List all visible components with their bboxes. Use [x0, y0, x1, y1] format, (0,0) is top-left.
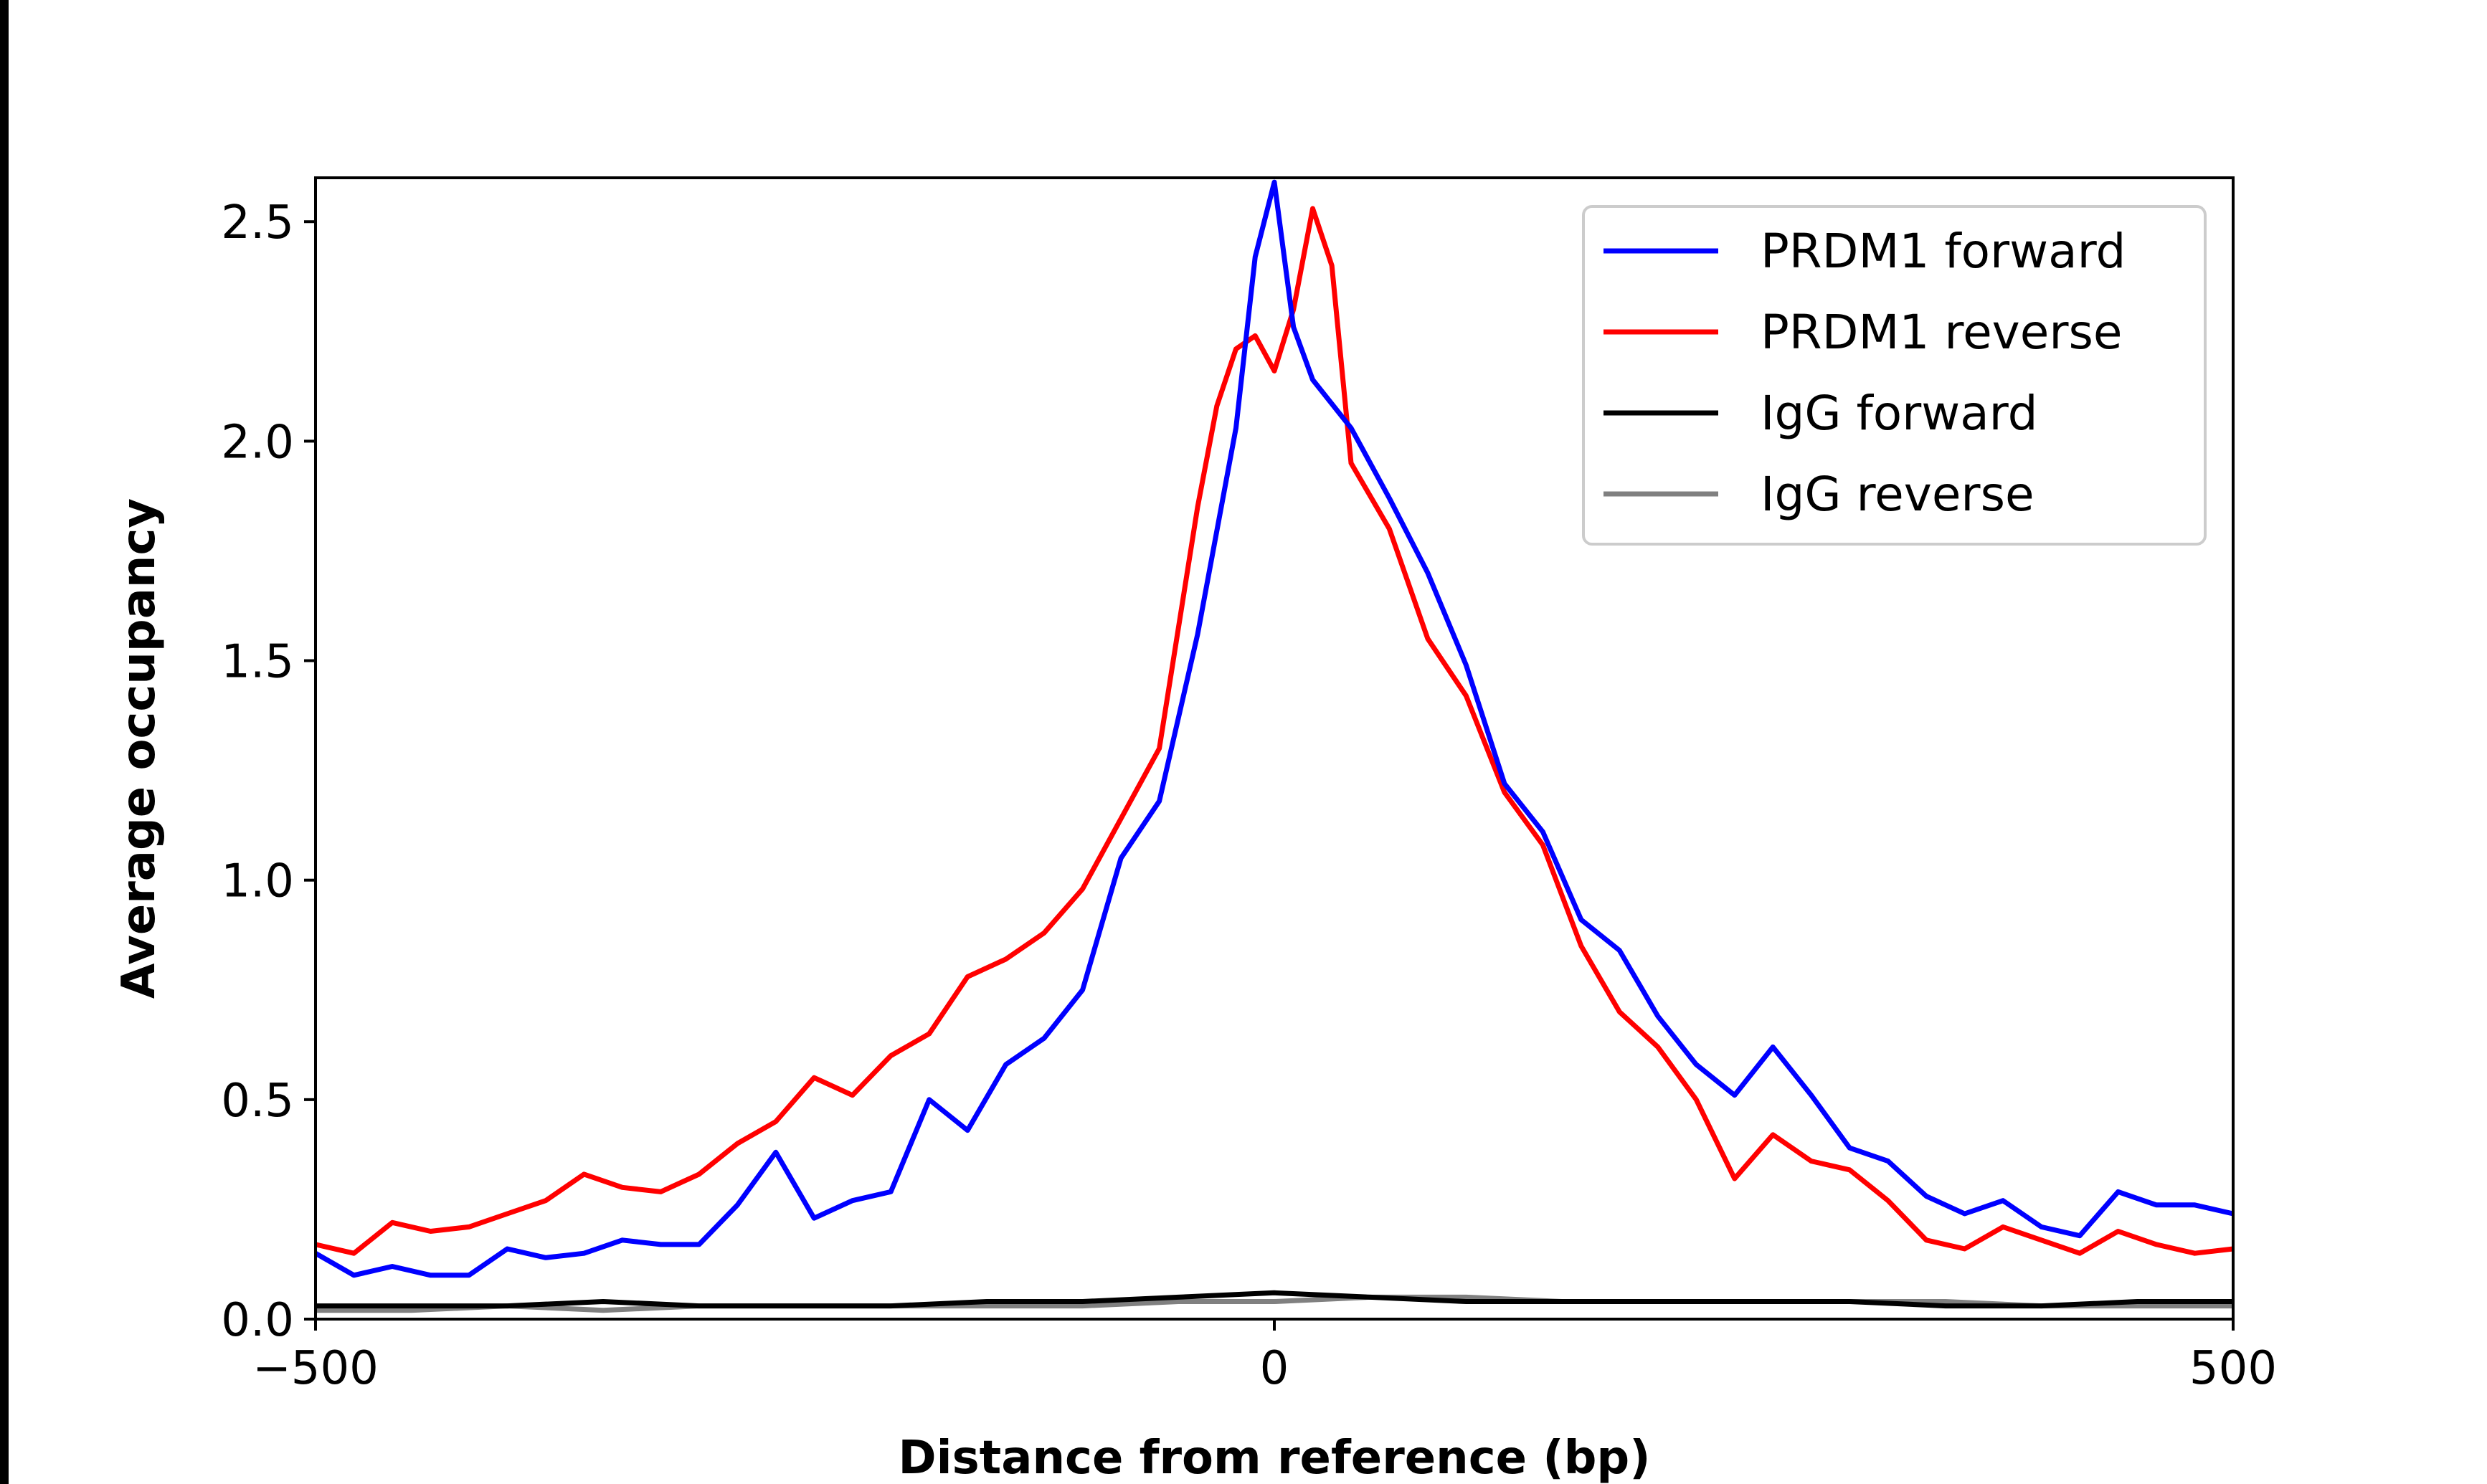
x-tick-label: −500 [252, 1342, 379, 1395]
legend-label: PRDM1 forward [1761, 224, 2126, 279]
x-axis-label: Distance from reference (bp) [899, 1432, 1651, 1484]
y-axis-label: Average occupancy [113, 498, 166, 999]
legend-label: IgG reverse [1761, 467, 2034, 522]
y-tick-label: 0.0 [221, 1294, 294, 1347]
ticks: −500 0 500 0.0 0.5 1.0 1.5 2.0 2.5 [221, 196, 2277, 1395]
y-tick-label: 1.5 [221, 636, 294, 689]
legend-label: IgG forward [1761, 386, 2038, 441]
y-tick-label: 2.5 [221, 196, 294, 249]
legend: PRDM1 forward PRDM1 reverse IgG forward IgG… [1582, 205, 2207, 546]
legend-box [1582, 205, 2207, 546]
series-line-prdm1-reverse [315, 206, 2234, 1256]
y-tick-label: 2.0 [221, 416, 294, 469]
series-lines [314, 179, 2234, 1313]
series-line-igg-forward [316, 1290, 2233, 1309]
y-tick-label: 1.0 [221, 855, 294, 908]
x-tick-label: 0 [1260, 1342, 1289, 1395]
legend-label: PRDM1 reverse [1761, 305, 2122, 360]
series-line-igg-reverse [316, 1294, 2233, 1313]
x-tick-label: 500 [2189, 1342, 2277, 1395]
series-line-prdm1-forward [314, 179, 2234, 1278]
left-border [0, 0, 9, 1484]
y-tick-label: 0.5 [221, 1075, 294, 1128]
